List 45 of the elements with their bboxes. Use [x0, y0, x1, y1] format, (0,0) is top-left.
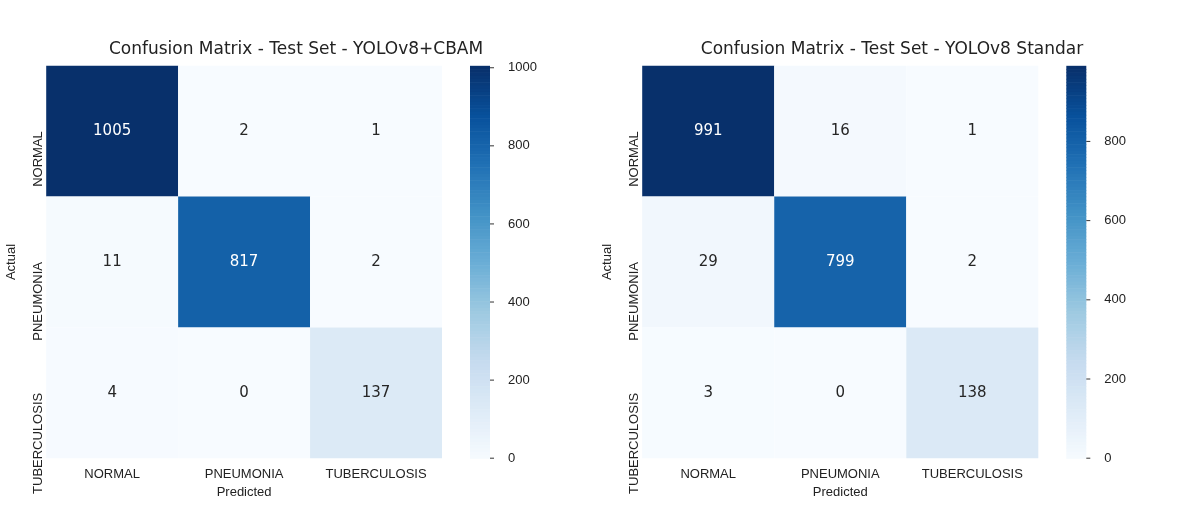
y-tick-label: NORMAL	[625, 131, 641, 187]
data-label: 0	[239, 382, 249, 401]
data-label: 2	[371, 251, 381, 270]
color-bar-label: 200	[508, 371, 530, 387]
y-tick-label: PNEUMONIA	[625, 261, 641, 341]
x-tick-label: TUBERCULOSIS	[921, 465, 1024, 481]
x-tick-label: NORMAL	[84, 465, 140, 481]
data-label: 1	[967, 121, 978, 140]
x-axis-title: Predicted	[812, 484, 868, 500]
chart-title: Confusion Matrix - Test Set - YOLOv8 Standar	[700, 38, 1084, 59]
color-bar-label: 800	[508, 137, 530, 153]
x-axis-title: Predicted	[216, 484, 272, 500]
data-label: 799	[825, 251, 855, 270]
y-tick-label: NORMAL	[29, 131, 45, 187]
data-label: 2	[239, 121, 249, 140]
color-bar-label: 600	[1104, 212, 1127, 228]
data-label: 137	[361, 382, 391, 401]
x-tick-label: NORMAL	[680, 465, 737, 481]
data-label: 16	[830, 121, 850, 140]
color-bar-label: 200	[1104, 370, 1127, 386]
data-label: 991	[693, 121, 723, 140]
data-label: 817	[229, 251, 259, 270]
color-bar-label: 400	[1104, 291, 1127, 307]
data-label: 2	[967, 251, 978, 270]
data-label: 3	[703, 382, 713, 401]
color-bar-label: 800	[1104, 133, 1127, 149]
data-label: 11	[102, 251, 122, 270]
color-bar-label: 400	[508, 293, 530, 309]
x-tick-label: TUBERCULOSIS	[325, 465, 427, 481]
color-bar-label: 0	[508, 449, 516, 465]
data-label: 138	[957, 382, 987, 401]
color-bar-label: 600	[508, 215, 530, 231]
color-bar-label: 0	[1104, 449, 1112, 465]
y-axis-title: Actual	[3, 243, 19, 281]
color-bar-label: 1000	[508, 59, 537, 75]
data-label: 1005	[93, 121, 132, 140]
data-label: 4	[107, 382, 117, 401]
y-tick-label: PNEUMONIA	[29, 261, 45, 341]
chart-title: Confusion Matrix - Test Set - YOLOv8+CBAM	[108, 38, 484, 59]
x-tick-label: PNEUMONIA	[204, 465, 284, 481]
x-tick-label: PNEUMONIA	[800, 465, 880, 481]
y-axis-title: Actual	[599, 243, 615, 281]
data-label: 1	[371, 121, 381, 140]
data-label: 0	[835, 382, 846, 401]
data-label: 29	[698, 251, 718, 270]
